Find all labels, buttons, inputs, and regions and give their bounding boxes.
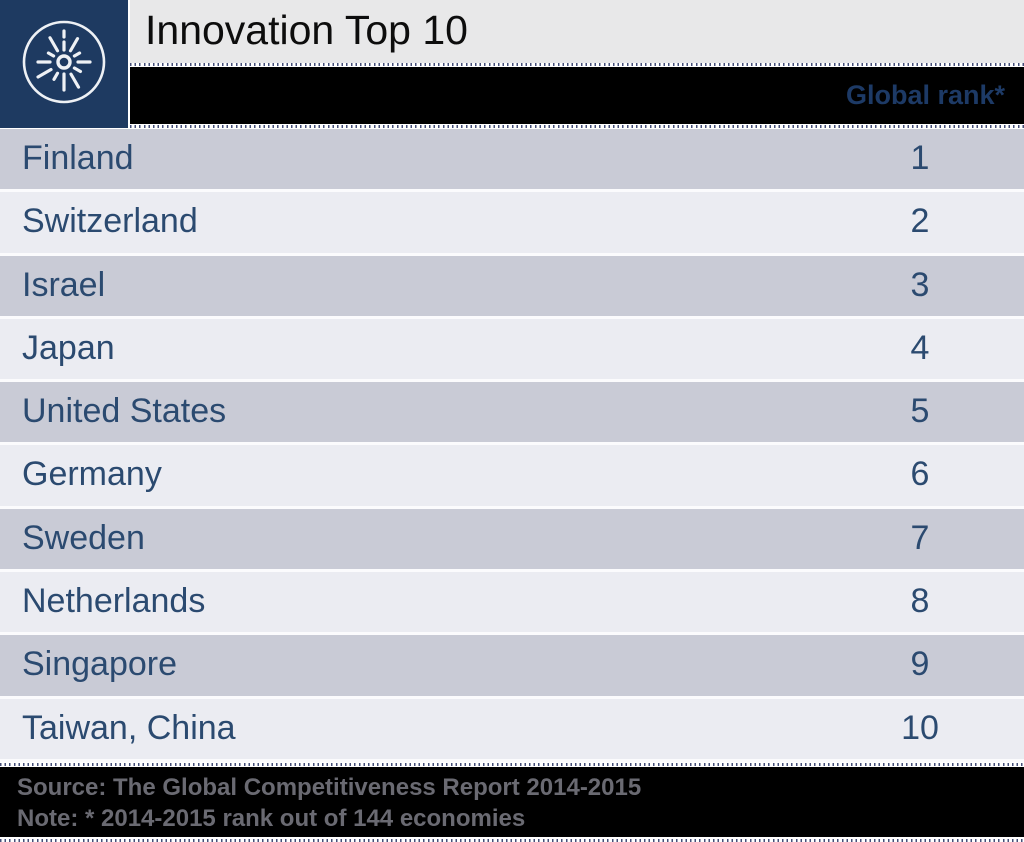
country-label: Sweden (22, 518, 145, 557)
table-row: Japan 4 (0, 318, 1024, 383)
table-row: United States 5 (0, 382, 1024, 446)
rank-value: 1 (910, 139, 930, 177)
dotted-divider-top (130, 63, 1024, 66)
country-label: Japan (22, 328, 115, 367)
rank-value: 5 (910, 392, 930, 431)
table-row: Finland 1 (0, 129, 1024, 193)
country-label: Singapore (22, 645, 178, 684)
country-label: Netherlands (22, 582, 206, 621)
spark-starburst-icon (22, 20, 106, 104)
rank-value: 6 (910, 455, 930, 494)
column-header-bar: Global rank* (130, 67, 1024, 124)
source-note: Source: The Global Competitiveness Repor… (17, 774, 642, 801)
country-label: Finland (22, 139, 134, 177)
rank-value: 9 (910, 645, 930, 684)
rank-value: 2 (910, 202, 930, 241)
rank-value: 8 (910, 582, 930, 621)
table-row: Taiwan, China 10 (0, 698, 1024, 762)
table-row: Israel 3 (0, 255, 1024, 319)
country-label: Switzerland (22, 202, 198, 241)
dotted-divider-header (130, 125, 1024, 128)
rank-value: 7 (910, 518, 930, 557)
rank-column-header: Global rank* (845, 80, 1005, 110)
country-label: Taiwan, China (22, 708, 236, 747)
rank-value: 3 (910, 265, 930, 304)
footer-bar: Source: The Global Competitiveness Repor… (0, 767, 1024, 837)
table-row: Germany 6 (0, 445, 1024, 509)
ranking-table: Finland 1 Switzerland 2 Israel 3 Japan 4… (0, 129, 1024, 762)
dotted-divider-footer-top (0, 763, 1024, 766)
rank-value: 4 (910, 328, 930, 367)
country-label: Germany (22, 455, 162, 494)
table-row: Switzerland 2 (0, 192, 1024, 256)
logo-tile (0, 0, 128, 128)
page-title: Innovation Top 10 (145, 7, 468, 53)
dotted-divider-bottom (0, 839, 1024, 842)
table-row: Netherlands 8 (0, 572, 1024, 636)
country-label: Israel (22, 265, 106, 304)
rank-note: Note: * 2014-2015 rank out of 144 econom… (17, 805, 526, 832)
title-bar: Innovation Top 10 (130, 0, 1024, 63)
country-label: United States (22, 392, 227, 431)
table-row: Sweden 7 (0, 508, 1024, 573)
rank-value: 10 (901, 708, 939, 747)
table-row: Singapore 9 (0, 635, 1024, 699)
